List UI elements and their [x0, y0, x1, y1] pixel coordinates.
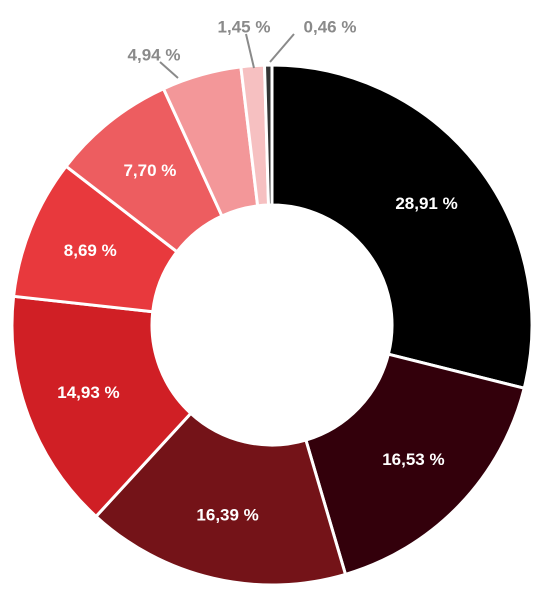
data-labels: 28,91 % 16,53 % 16,39 % 14,93 % 8,69 % 7,70 %…: [57, 17, 457, 524]
slice-value-label: 8,69 %: [64, 241, 117, 260]
donut-slice: [270, 63, 534, 391]
slice-value-label: 7,70 %: [123, 161, 176, 180]
slice-value-label: 14,93 %: [57, 383, 119, 402]
slice-value-label: 16,53 %: [382, 450, 444, 469]
donut-slice: [262, 63, 274, 207]
slice-value-label: 1,45 %: [218, 17, 271, 36]
leader-line: [159, 61, 179, 79]
donut-slices: [10, 63, 534, 587]
slice-value-label: 0,46 %: [304, 17, 357, 36]
slice-value-label: 28,91 %: [395, 194, 457, 213]
donut-slice: [93, 411, 348, 587]
leader-line: [245, 33, 255, 69]
leader-lines: [159, 33, 295, 79]
donut-slice: [304, 352, 527, 577]
donut-slice: [10, 294, 193, 519]
slice-value-label: 16,39 %: [196, 505, 258, 524]
slice-value-label: 4,94 %: [128, 45, 181, 64]
leader-line: [269, 33, 295, 63]
